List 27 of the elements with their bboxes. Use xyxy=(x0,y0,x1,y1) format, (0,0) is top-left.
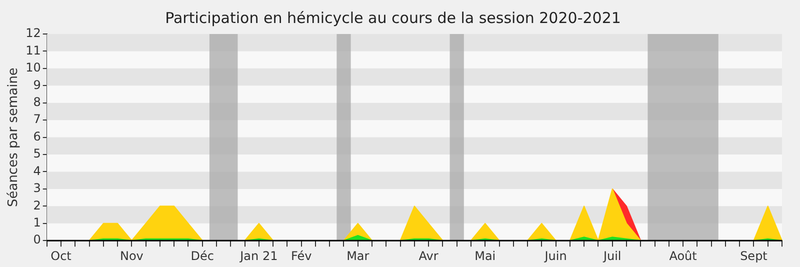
y-tick-label: 3 xyxy=(33,181,41,196)
y-tick-label: 9 xyxy=(33,78,41,92)
x-tick-label: Nov xyxy=(120,248,144,263)
y-tick-label: 7 xyxy=(33,112,41,126)
y-tick-label: 12 xyxy=(26,26,41,40)
y-tick-label: 1 xyxy=(33,216,41,230)
y-tick-label: 2 xyxy=(33,198,41,212)
y-tick-label: 5 xyxy=(33,146,41,161)
x-tick-label: Mai xyxy=(474,248,496,263)
y-tick-label: 8 xyxy=(33,94,41,109)
y-axis-title: Séances par semaine xyxy=(6,68,22,208)
x-tick-label: Sept xyxy=(740,248,768,263)
x-tick-label: Juin xyxy=(544,248,567,263)
x-tick-label: Mar xyxy=(346,248,370,263)
y-tick-label: 11 xyxy=(26,43,41,58)
y-tick-label: 4 xyxy=(33,164,41,178)
chart-title: Participation en hémicycle au cours de la session 2020-2021 xyxy=(165,8,621,27)
x-tick-label: Août xyxy=(669,248,698,263)
y-tick-label: 10 xyxy=(26,60,41,75)
x-tick-label: Juil xyxy=(602,248,622,263)
x-tick-label: Fév xyxy=(290,248,312,263)
y-tick-label: 6 xyxy=(33,129,41,144)
x-tick-label: Avr xyxy=(418,248,438,263)
x-tick-label: Déc xyxy=(190,248,214,263)
y-tick-label: 0 xyxy=(33,232,41,247)
x-tick-label: Jan 21 xyxy=(239,248,278,263)
x-tick-label: Oct xyxy=(50,248,72,263)
